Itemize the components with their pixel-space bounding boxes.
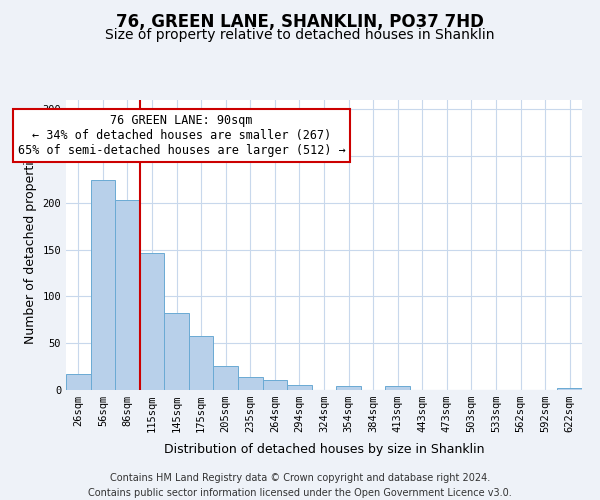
Bar bbox=[287, 386, 312, 390]
Bar bbox=[385, 386, 410, 390]
Y-axis label: Number of detached properties: Number of detached properties bbox=[24, 146, 37, 344]
Bar bbox=[66, 374, 91, 390]
Bar bbox=[238, 377, 263, 390]
Bar bbox=[164, 314, 189, 390]
Bar bbox=[336, 386, 361, 390]
Bar bbox=[140, 254, 164, 390]
Bar bbox=[115, 200, 140, 390]
Bar bbox=[189, 336, 214, 390]
Text: 76 GREEN LANE: 90sqm
← 34% of detached houses are smaller (267)
65% of semi-deta: 76 GREEN LANE: 90sqm ← 34% of detached h… bbox=[17, 114, 346, 157]
Bar bbox=[91, 180, 115, 390]
Text: Size of property relative to detached houses in Shanklin: Size of property relative to detached ho… bbox=[105, 28, 495, 42]
Bar bbox=[214, 366, 238, 390]
Text: 76, GREEN LANE, SHANKLIN, PO37 7HD: 76, GREEN LANE, SHANKLIN, PO37 7HD bbox=[116, 12, 484, 30]
X-axis label: Distribution of detached houses by size in Shanklin: Distribution of detached houses by size … bbox=[164, 444, 484, 456]
Bar bbox=[263, 380, 287, 390]
Text: Contains HM Land Registry data © Crown copyright and database right 2024.
Contai: Contains HM Land Registry data © Crown c… bbox=[88, 472, 512, 498]
Bar bbox=[557, 388, 582, 390]
